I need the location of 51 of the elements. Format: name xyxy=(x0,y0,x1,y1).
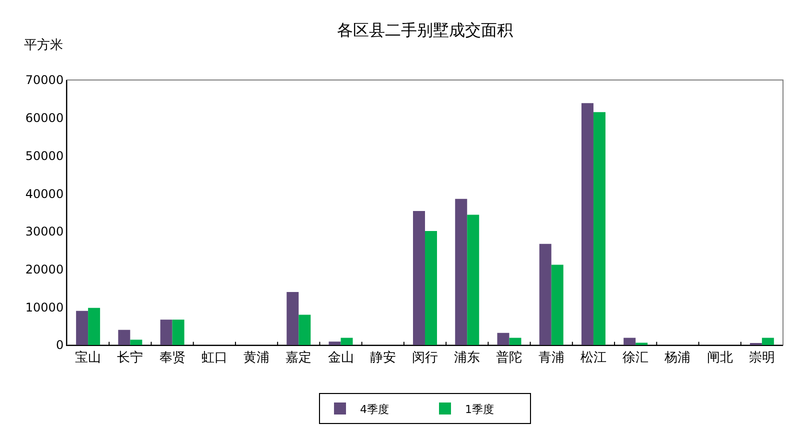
y-tick-label: 50000 xyxy=(25,148,64,163)
bar xyxy=(539,244,552,345)
bar xyxy=(455,198,468,345)
bar xyxy=(118,330,130,345)
y-axis-title: 平方米 xyxy=(24,37,63,53)
x-tick-label: 徐汇 xyxy=(622,350,649,366)
bar xyxy=(298,314,311,345)
y-tick-label: 10000 xyxy=(25,300,64,314)
x-tick-label: 静安 xyxy=(370,350,396,366)
bar xyxy=(340,338,353,345)
bar xyxy=(76,310,88,345)
bar xyxy=(581,103,594,345)
bar xyxy=(762,338,774,345)
bar xyxy=(413,210,425,345)
x-tick-label: 浦东 xyxy=(454,350,480,366)
x-tick-label: 杨浦 xyxy=(664,350,691,366)
bar xyxy=(509,338,522,345)
x-tick-label: 嘉定 xyxy=(286,350,312,366)
bar xyxy=(497,332,510,345)
x-tick-label: 奉贤 xyxy=(159,350,186,366)
x-tick-label: 宝山 xyxy=(75,350,102,366)
y-tick-label: 30000 xyxy=(25,224,64,239)
bar xyxy=(172,320,184,345)
bar xyxy=(88,308,100,345)
y-tick-label: 20000 xyxy=(25,262,64,276)
chart-title: 各区县二手别墅成交面积 xyxy=(337,20,513,40)
x-tick-label: 闵行 xyxy=(412,350,438,366)
bar xyxy=(425,231,437,345)
y-tick-label: 60000 xyxy=(25,111,64,126)
x-tick-label: 黄浦 xyxy=(244,350,270,366)
bar xyxy=(467,214,480,345)
x-tick-label: 闸北 xyxy=(706,350,733,366)
x-tick-label: 崇明 xyxy=(748,350,775,366)
legend-label: 1季度 xyxy=(465,402,494,416)
y-tick-label: 40000 xyxy=(25,186,64,201)
bar xyxy=(593,112,606,345)
bar xyxy=(551,264,564,345)
bar xyxy=(160,320,172,345)
y-tick-label: 0 xyxy=(56,338,64,352)
bar xyxy=(328,342,341,345)
x-tick-label: 虹口 xyxy=(201,350,228,366)
y-tick-label: 70000 xyxy=(25,73,64,88)
x-tick-label: 长宁 xyxy=(117,350,144,366)
bar xyxy=(286,292,299,345)
bar xyxy=(624,338,636,345)
x-tick-label: 金山 xyxy=(328,350,354,366)
x-tick-label: 松江 xyxy=(580,350,606,366)
x-tick-label: 青浦 xyxy=(538,350,564,366)
x-tick-label: 普陀 xyxy=(496,350,522,366)
bar xyxy=(130,340,142,345)
legend-label: 4季度 xyxy=(360,402,389,416)
